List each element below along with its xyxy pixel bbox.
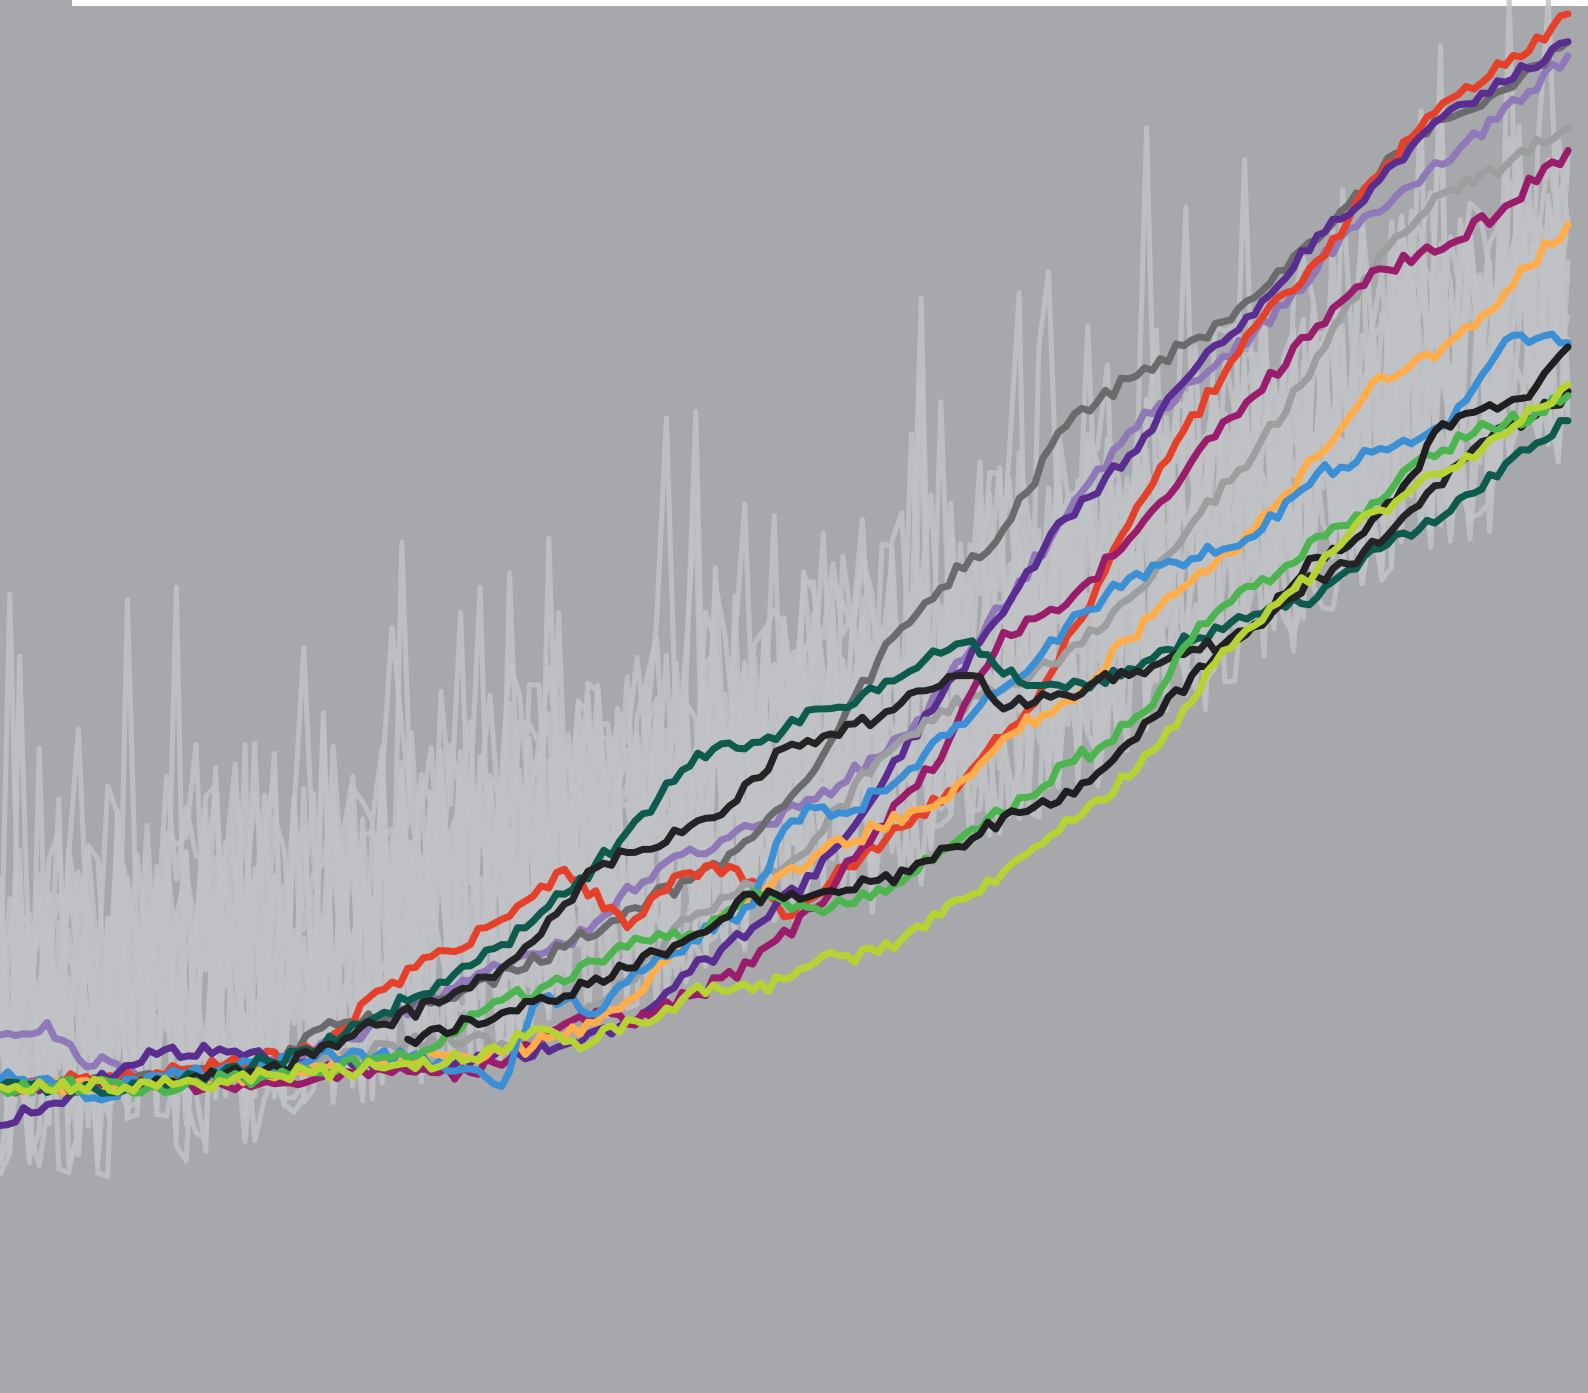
series-line-10: [121, 387, 1572, 1096]
series-lines: [0, 10, 1572, 1129]
series-line-9: [0, 417, 1572, 1097]
top-strip: [72, 0, 1588, 6]
series-line-8: [0, 330, 1572, 1104]
background-noise-lines: [0, 0, 1571, 1179]
series-line-13: [0, 381, 1572, 1096]
noise-line: [0, 96, 1571, 1166]
series-line-12: [404, 343, 1572, 1047]
series-line-6: [0, 146, 1572, 1096]
